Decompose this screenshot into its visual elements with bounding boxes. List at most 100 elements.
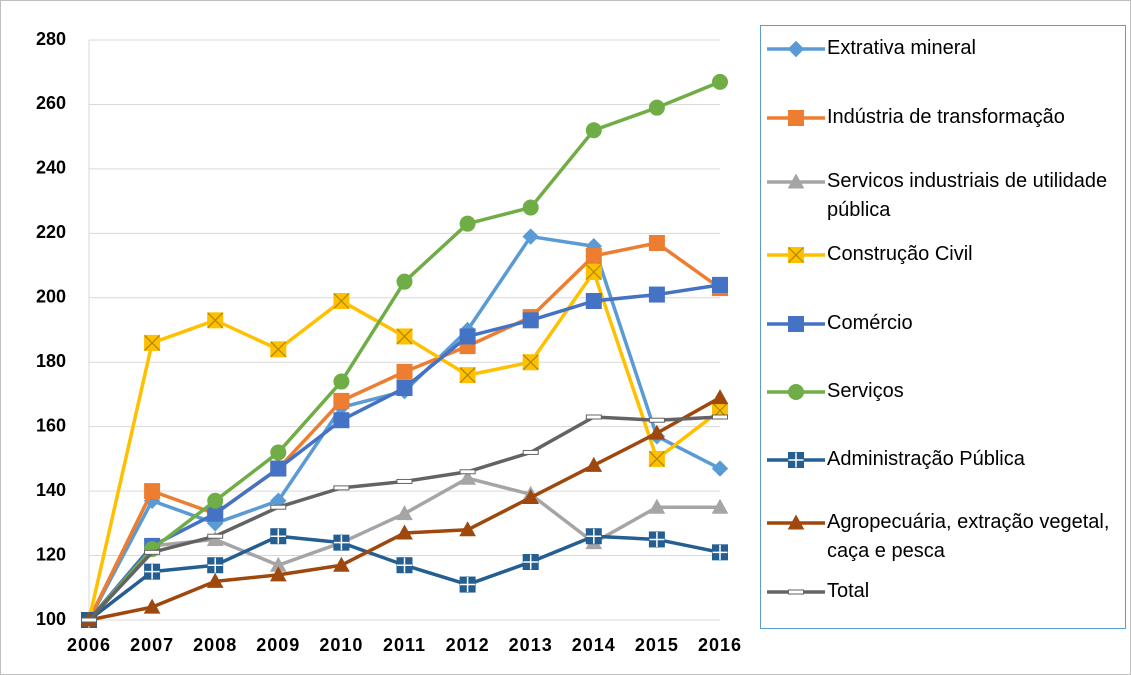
marker-part [396, 363, 413, 380]
marker-part [712, 544, 728, 560]
y-tick-label: 120 [36, 544, 66, 564]
marker-part [207, 533, 224, 539]
marker [522, 354, 539, 371]
x-tick-label: 2009 [256, 635, 300, 655]
marker-part [787, 514, 805, 530]
marker [333, 556, 350, 572]
marker-part [711, 460, 729, 477]
legend-item: Comércio [765, 309, 1127, 338]
marker-part [460, 577, 476, 593]
marker [459, 469, 476, 485]
series-line [87, 534, 721, 622]
marker-part [396, 328, 413, 345]
marker-part [788, 247, 804, 263]
series-line [87, 476, 720, 622]
marker [711, 498, 729, 514]
marker [396, 505, 413, 521]
marker [207, 312, 224, 329]
marker [207, 492, 224, 509]
legend-item: Servicos industriais de utilidade públic… [765, 167, 1127, 225]
y-tick-label: 260 [36, 93, 66, 113]
marker [712, 73, 728, 90]
marker-part [788, 589, 804, 595]
marker [396, 328, 413, 345]
marker [206, 572, 224, 588]
legend-label: Administração Pública [827, 448, 1025, 470]
legend-icon [767, 247, 825, 263]
marker-part [269, 566, 287, 582]
marker-part [585, 414, 602, 420]
marker-part [522, 199, 539, 216]
marker-part [81, 617, 97, 623]
marker [522, 449, 539, 455]
marker-part [270, 444, 287, 461]
marker-part [648, 498, 666, 514]
marker [270, 341, 287, 358]
y-tick-label: 240 [36, 158, 66, 178]
marker-part [522, 489, 540, 505]
marker-part [144, 549, 161, 555]
marker-part [788, 384, 804, 400]
marker [144, 334, 161, 351]
marker-part [459, 521, 476, 537]
x-tick-label: 2016 [698, 635, 742, 655]
marker [333, 293, 350, 309]
y-tick-label: 140 [36, 480, 66, 500]
marker [144, 483, 161, 500]
legend-item: Indústria de transformação [765, 103, 1127, 132]
marker-part [333, 556, 350, 572]
marker [648, 417, 665, 423]
marker-part [787, 173, 805, 189]
marker [648, 531, 665, 548]
marker-part [648, 417, 665, 423]
legend-icon [767, 514, 825, 530]
marker-part [522, 354, 539, 371]
legend-label: Total [827, 580, 870, 602]
marker-part [712, 276, 728, 293]
marker-part [270, 341, 287, 358]
legend-label: Agropecuária, extração vegetal, caça e p… [827, 511, 1110, 562]
marker [396, 478, 413, 484]
marker [788, 316, 804, 332]
marker-part [459, 469, 476, 485]
marker-part [396, 505, 413, 521]
marker-part [144, 334, 161, 351]
marker-part [143, 598, 161, 614]
legend-item: Total [765, 577, 1127, 606]
marker-part [649, 531, 665, 547]
marker-part [585, 264, 602, 280]
legend-icon [767, 452, 825, 468]
legend-label: Construção Civil [827, 243, 973, 265]
legend-icon [767, 316, 825, 332]
marker-part [333, 485, 350, 491]
marker [396, 557, 413, 574]
marker [522, 199, 539, 216]
marker-part [270, 504, 287, 510]
marker [396, 363, 413, 380]
y-tick-label: 280 [36, 29, 66, 49]
x-tick-label: 2014 [572, 635, 616, 655]
legend-item: Administração Pública [765, 445, 1127, 474]
marker [788, 110, 804, 126]
marker [207, 557, 224, 574]
marker-part [648, 235, 665, 251]
marker [585, 264, 602, 280]
marker-part [333, 392, 350, 409]
marker-part [396, 273, 413, 290]
marker [459, 367, 476, 384]
marker-part [523, 554, 539, 570]
marker [648, 450, 665, 467]
marker [81, 617, 97, 623]
marker [396, 380, 413, 396]
legend-icon [767, 173, 825, 189]
marker [270, 460, 287, 477]
legend-label: Servicos industriais de utilidade públic… [827, 170, 1108, 221]
marker-part [648, 99, 665, 116]
marker [144, 563, 161, 580]
marker [522, 554, 539, 570]
marker-part [144, 483, 161, 500]
marker [396, 273, 413, 290]
marker [333, 373, 350, 390]
marker-part [333, 535, 349, 551]
